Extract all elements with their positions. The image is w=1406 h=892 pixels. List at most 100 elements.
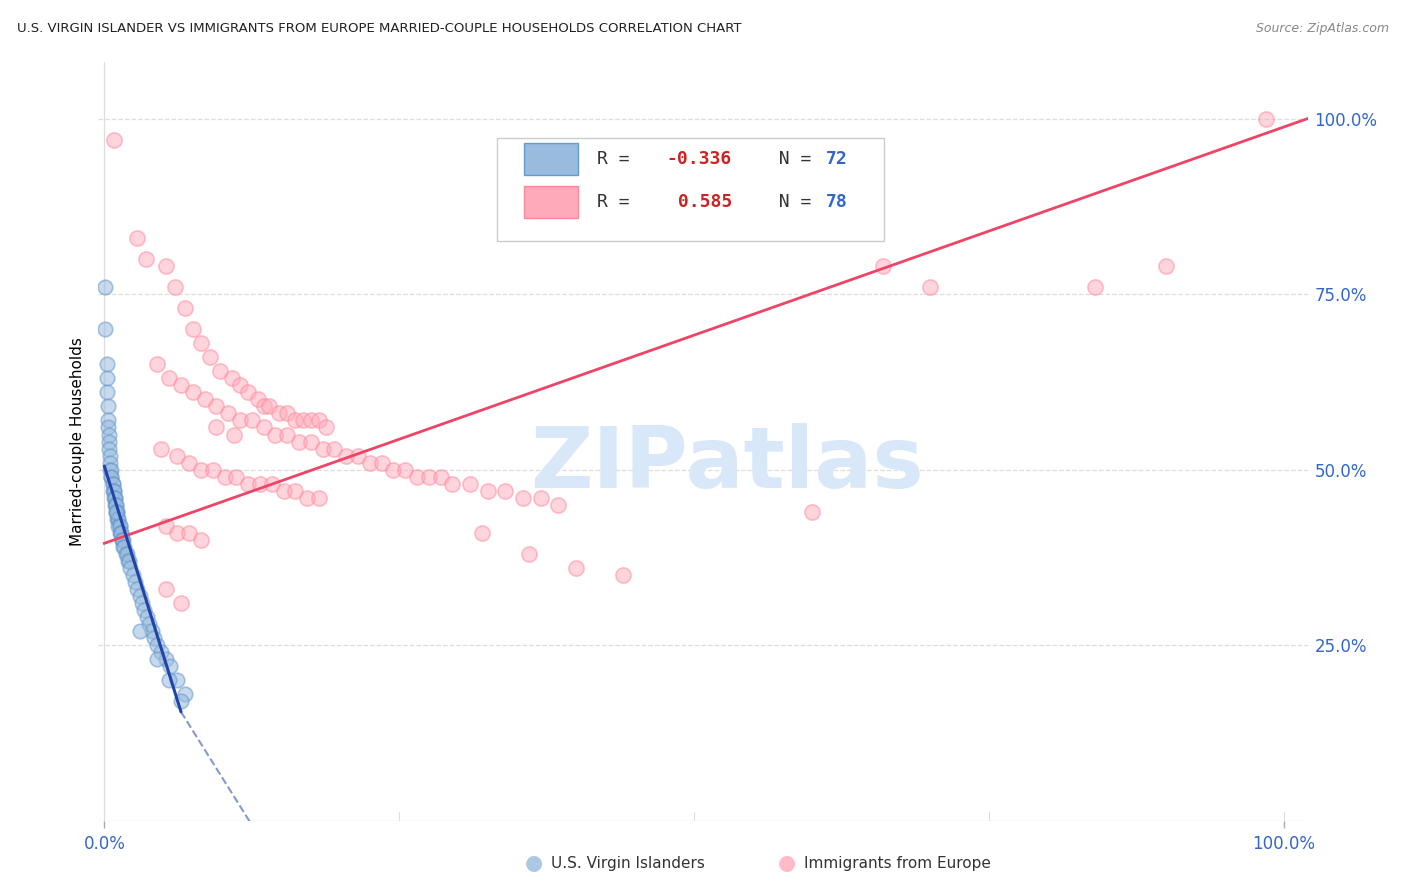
Point bbox=[127, 231, 149, 245]
Point bbox=[1256, 112, 1278, 126]
Point bbox=[170, 378, 193, 392]
Text: R =: R = bbox=[596, 193, 640, 211]
Point bbox=[190, 462, 212, 476]
Point bbox=[103, 483, 125, 498]
Point bbox=[141, 624, 163, 639]
Point bbox=[229, 378, 252, 392]
Point bbox=[121, 568, 143, 582]
Point bbox=[114, 547, 136, 561]
Point bbox=[97, 420, 120, 434]
Point bbox=[429, 469, 451, 483]
Point bbox=[221, 371, 243, 385]
Point bbox=[494, 483, 516, 498]
Point bbox=[149, 442, 172, 456]
Point bbox=[112, 540, 135, 554]
Point bbox=[128, 624, 150, 639]
Point bbox=[170, 694, 193, 708]
Bar bbox=[524, 186, 578, 218]
Point bbox=[273, 483, 295, 498]
Point bbox=[135, 252, 157, 266]
Text: Source: ZipAtlas.com: Source: ZipAtlas.com bbox=[1256, 22, 1389, 36]
Point bbox=[181, 385, 204, 400]
Point bbox=[238, 385, 260, 400]
Text: U.S. VIRGIN ISLANDER VS IMMIGRANTS FROM EUROPE MARRIED-COUPLE HOUSEHOLDS CORRELA: U.S. VIRGIN ISLANDER VS IMMIGRANTS FROM … bbox=[17, 22, 741, 36]
Point bbox=[101, 476, 124, 491]
Point bbox=[98, 442, 121, 456]
Point bbox=[155, 259, 177, 273]
Point bbox=[135, 610, 157, 624]
Point bbox=[157, 673, 180, 688]
Point bbox=[240, 413, 263, 427]
Point bbox=[108, 518, 131, 533]
Point bbox=[98, 462, 121, 476]
Point bbox=[94, 322, 117, 336]
Text: 72: 72 bbox=[827, 150, 848, 168]
Point bbox=[120, 561, 142, 575]
Point bbox=[146, 638, 169, 652]
Point bbox=[517, 547, 540, 561]
Point bbox=[179, 525, 201, 540]
Point bbox=[229, 413, 252, 427]
Point bbox=[101, 476, 124, 491]
Point bbox=[104, 498, 127, 512]
Point bbox=[382, 462, 405, 476]
Point bbox=[112, 533, 135, 547]
Point bbox=[100, 462, 122, 476]
Point bbox=[291, 413, 314, 427]
Text: ●: ● bbox=[526, 854, 543, 873]
Point bbox=[920, 280, 942, 294]
Point bbox=[166, 525, 188, 540]
Point bbox=[103, 483, 125, 498]
Point bbox=[115, 547, 138, 561]
Point bbox=[201, 462, 224, 476]
Point bbox=[190, 533, 212, 547]
Point bbox=[105, 512, 128, 526]
Point bbox=[872, 259, 894, 273]
Point bbox=[394, 462, 416, 476]
Point bbox=[264, 427, 287, 442]
Point bbox=[98, 434, 121, 449]
Point bbox=[205, 420, 228, 434]
Point bbox=[103, 133, 125, 147]
Point bbox=[214, 469, 236, 483]
Point bbox=[246, 392, 269, 407]
Point bbox=[222, 427, 245, 442]
Point bbox=[190, 336, 212, 351]
Point bbox=[299, 413, 322, 427]
Point bbox=[103, 491, 125, 505]
Point bbox=[323, 442, 346, 456]
Point bbox=[259, 400, 281, 414]
Point bbox=[249, 476, 271, 491]
Point bbox=[96, 357, 118, 371]
Point bbox=[1154, 259, 1177, 273]
Point bbox=[311, 442, 333, 456]
Point bbox=[181, 322, 204, 336]
Point bbox=[276, 407, 298, 421]
Point bbox=[299, 434, 322, 449]
Text: Immigrants from Europe: Immigrants from Europe bbox=[804, 856, 991, 871]
Point bbox=[370, 456, 392, 470]
Point bbox=[267, 407, 290, 421]
Point bbox=[127, 582, 149, 596]
Point bbox=[105, 505, 128, 519]
Point bbox=[96, 385, 118, 400]
Text: N =: N = bbox=[758, 193, 823, 211]
Point bbox=[512, 491, 534, 505]
Point bbox=[105, 505, 128, 519]
Point bbox=[205, 400, 228, 414]
Point bbox=[458, 476, 481, 491]
Point bbox=[108, 525, 131, 540]
Point bbox=[159, 659, 181, 673]
Point bbox=[100, 469, 122, 483]
Text: R =: R = bbox=[596, 150, 640, 168]
Text: 0.585: 0.585 bbox=[666, 193, 733, 211]
Text: ●: ● bbox=[779, 854, 796, 873]
Point bbox=[105, 498, 128, 512]
Point bbox=[406, 469, 429, 483]
Point bbox=[146, 357, 169, 371]
Point bbox=[111, 533, 134, 547]
Bar bbox=[524, 143, 578, 175]
Point bbox=[110, 525, 132, 540]
Point bbox=[155, 518, 177, 533]
Point bbox=[284, 483, 307, 498]
